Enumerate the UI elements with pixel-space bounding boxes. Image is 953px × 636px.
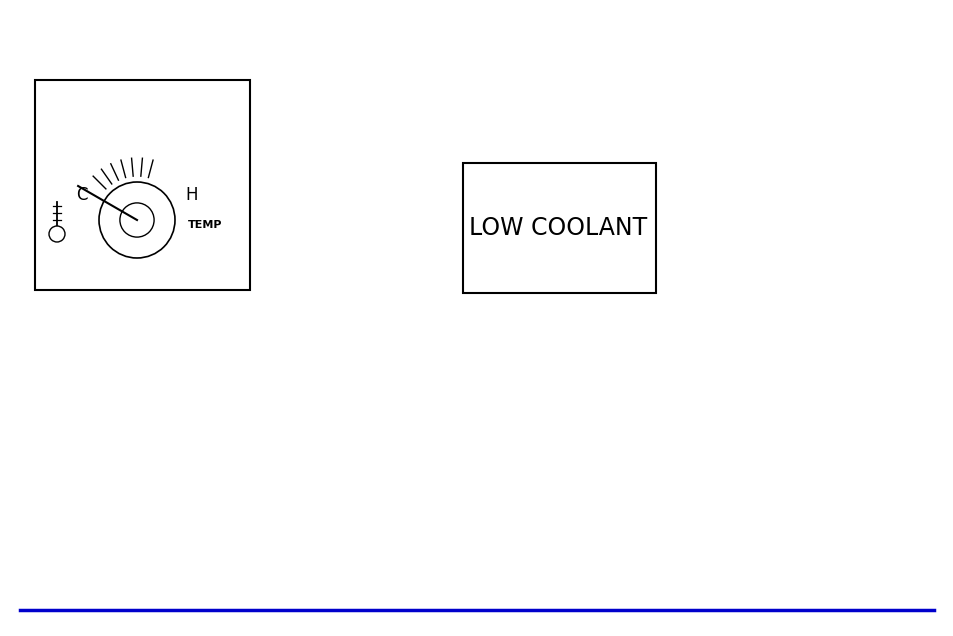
Circle shape: [49, 226, 65, 242]
Bar: [35, 80, 250, 290]
Text: C: C: [76, 186, 88, 204]
Circle shape: [120, 203, 154, 237]
Text: H: H: [186, 186, 198, 204]
Circle shape: [99, 182, 174, 258]
Bar: [462, 163, 656, 293]
Text: TEMP: TEMP: [188, 220, 222, 230]
Text: LOW COOLANT: LOW COOLANT: [469, 216, 646, 240]
